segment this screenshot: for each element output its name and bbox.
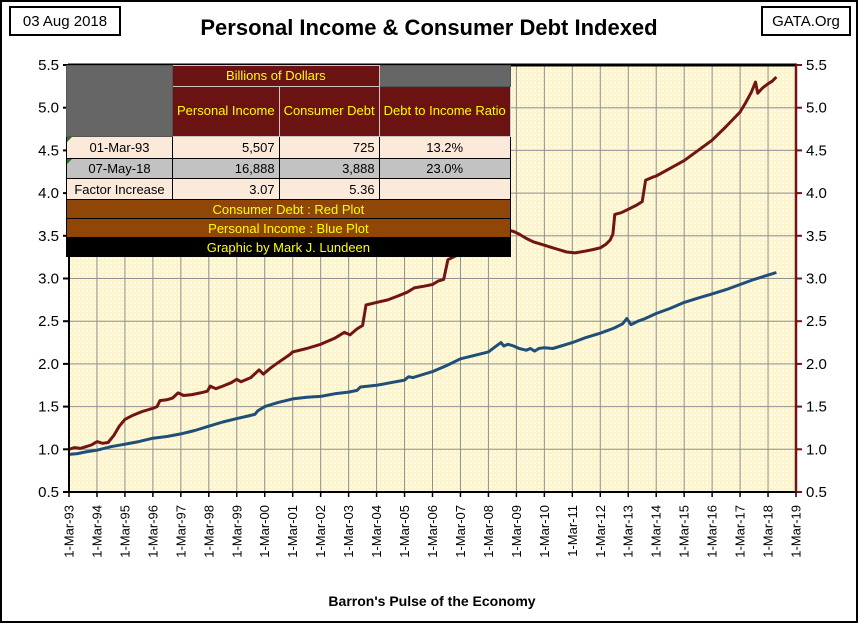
summary-table: Billions of Dollars Personal Income Cons… [66, 65, 511, 257]
x-axis-tick-label: 1-Mar-10 [537, 505, 552, 558]
error-flag-icon [67, 137, 72, 142]
y-axis-tick-label: 4.5 [806, 142, 827, 159]
y-axis-tick-label: 2.5 [806, 313, 827, 330]
x-axis-title: Barron's Pulse of the Economy [328, 593, 536, 609]
row-label: 07-May-18 [88, 161, 151, 176]
y-axis-tick-label: 3.5 [806, 228, 827, 245]
x-axis-tick-label: 1-Mar-12 [593, 505, 608, 558]
cell-ratio: 13.2% [378, 136, 511, 159]
x-axis-tick-label: 1-Mar-17 [733, 505, 748, 558]
x-axis-tick-label: 1-Mar-13 [621, 505, 636, 558]
legend-personal-income: Personal Income : Blue Plot [66, 218, 511, 238]
cell-personal-income: 3.07 [172, 178, 280, 200]
y-axis-tick-label: 3.0 [806, 271, 827, 288]
x-axis-tick-label: 1-Mar-15 [677, 505, 692, 558]
source-text: GATA.Org [772, 12, 840, 30]
cell-consumer-debt: 5.36 [278, 178, 380, 200]
y-axis-tick-label: 1.0 [806, 441, 827, 458]
x-axis-tick-label: 1-Mar-06 [425, 505, 440, 558]
col-header-consumer-debt: Consumer Debt [278, 86, 380, 137]
y-axis-tick-label: 2.5 [38, 313, 59, 330]
x-axis-tick-label: 1-Mar-11 [565, 505, 580, 557]
y-axis-tick-label: 3.5 [38, 228, 59, 245]
x-axis-tick-label: 1-Mar-94 [89, 505, 104, 558]
y-axis-tick-label: 5.0 [38, 100, 59, 117]
y-axis-tick-label: 0.5 [806, 484, 827, 501]
x-axis-tick-label: 1-Mar-97 [173, 505, 188, 558]
table-row: 01-Mar-93 5,507 725 13.2% [66, 136, 511, 159]
cell-ratio-empty [378, 178, 511, 200]
x-axis-tick-label: 1-Mar-96 [145, 505, 160, 558]
source-box: GATA.Org [761, 6, 851, 36]
x-axis-tick-label: 1-Mar-09 [509, 505, 524, 558]
x-axis-tick-label: 1-Mar-03 [341, 505, 356, 558]
credit-line: Graphic by Mark J. Lundeen [66, 237, 511, 257]
x-axis-tick-label: 1-Mar-08 [481, 505, 496, 558]
y-axis-tick-label: 1.5 [806, 399, 827, 416]
table-group-header: Billions of Dollars [172, 65, 380, 87]
y-axis-tick-label: 1.5 [38, 399, 59, 416]
row-label: Factor Increase [66, 178, 173, 200]
date-text: 03 Aug 2018 [22, 12, 108, 30]
table-corner-cell [66, 65, 173, 137]
x-axis-tick-label: 1-Mar-19 [789, 505, 804, 558]
table-empty-header-cell [378, 65, 511, 87]
x-axis-tick-label: 1-Mar-18 [761, 505, 776, 558]
cell-consumer-debt: 3,888 [278, 158, 380, 179]
table-row: Factor Increase 3.07 5.36 [66, 178, 511, 200]
x-axis-tick-label: 1-Mar-98 [201, 505, 216, 558]
x-axis-tick-label: 1-Mar-04 [369, 505, 384, 558]
y-axis-tick-label: 5.5 [806, 57, 827, 74]
y-axis-tick-label: 5.0 [806, 100, 827, 117]
legend-consumer-debt: Consumer Debt : Red Plot [66, 199, 511, 219]
x-axis-tick-label: 1-Mar-16 [705, 505, 720, 558]
x-axis-tick-label: 1-Mar-99 [229, 505, 244, 558]
col-header-personal-income: Personal Income [172, 86, 280, 137]
date-box: 03 Aug 2018 [9, 6, 121, 36]
consumer-debt-line [68, 75, 778, 451]
y-axis-tick-label: 4.0 [806, 185, 827, 202]
x-axis-tick-label: 1-Mar-00 [257, 505, 272, 558]
y-axis-tick-label: 5.5 [38, 57, 59, 74]
personal-income-line [68, 271, 777, 456]
x-axis-tick-label: 1-Mar-14 [649, 505, 664, 558]
cell-personal-income: 5,507 [172, 136, 280, 159]
row-label: 01-Mar-93 [89, 140, 150, 155]
y-axis-tick-label: 3.0 [38, 271, 59, 288]
page-title: Personal Income & Consumer Debt Indexed [200, 15, 658, 40]
cell-ratio: 23.0% [378, 158, 511, 179]
y-axis-tick-label: 4.0 [38, 185, 59, 202]
cell-personal-income: 16,888 [172, 158, 280, 179]
y-axis-tick-label: 2.0 [806, 356, 827, 373]
x-axis-tick-label: 1-Mar-95 [117, 505, 132, 558]
y-axis-tick-label: 4.5 [38, 142, 59, 159]
cell-consumer-debt: 725 [278, 136, 380, 159]
x-axis-tick-label: 1-Mar-07 [453, 505, 468, 558]
y-axis-tick-label: 1.0 [38, 441, 59, 458]
col-header-debt-income-ratio: Debt to Income Ratio [378, 86, 511, 137]
x-axis-tick-label: 1-Mar-93 [62, 505, 77, 558]
table-row: 07-May-18 16,888 3,888 23.0% [66, 158, 511, 179]
error-flag-icon [67, 159, 72, 164]
y-axis-tick-label: 2.0 [38, 356, 59, 373]
x-axis-tick-label: 1-Mar-05 [397, 505, 412, 558]
y-axis-tick-label: 0.5 [38, 484, 59, 501]
x-axis-tick-label: 1-Mar-01 [285, 505, 300, 558]
x-axis-tick-label: 1-Mar-02 [313, 505, 328, 558]
data-table: Billions of Dollars Personal Income Cons… [66, 65, 511, 257]
